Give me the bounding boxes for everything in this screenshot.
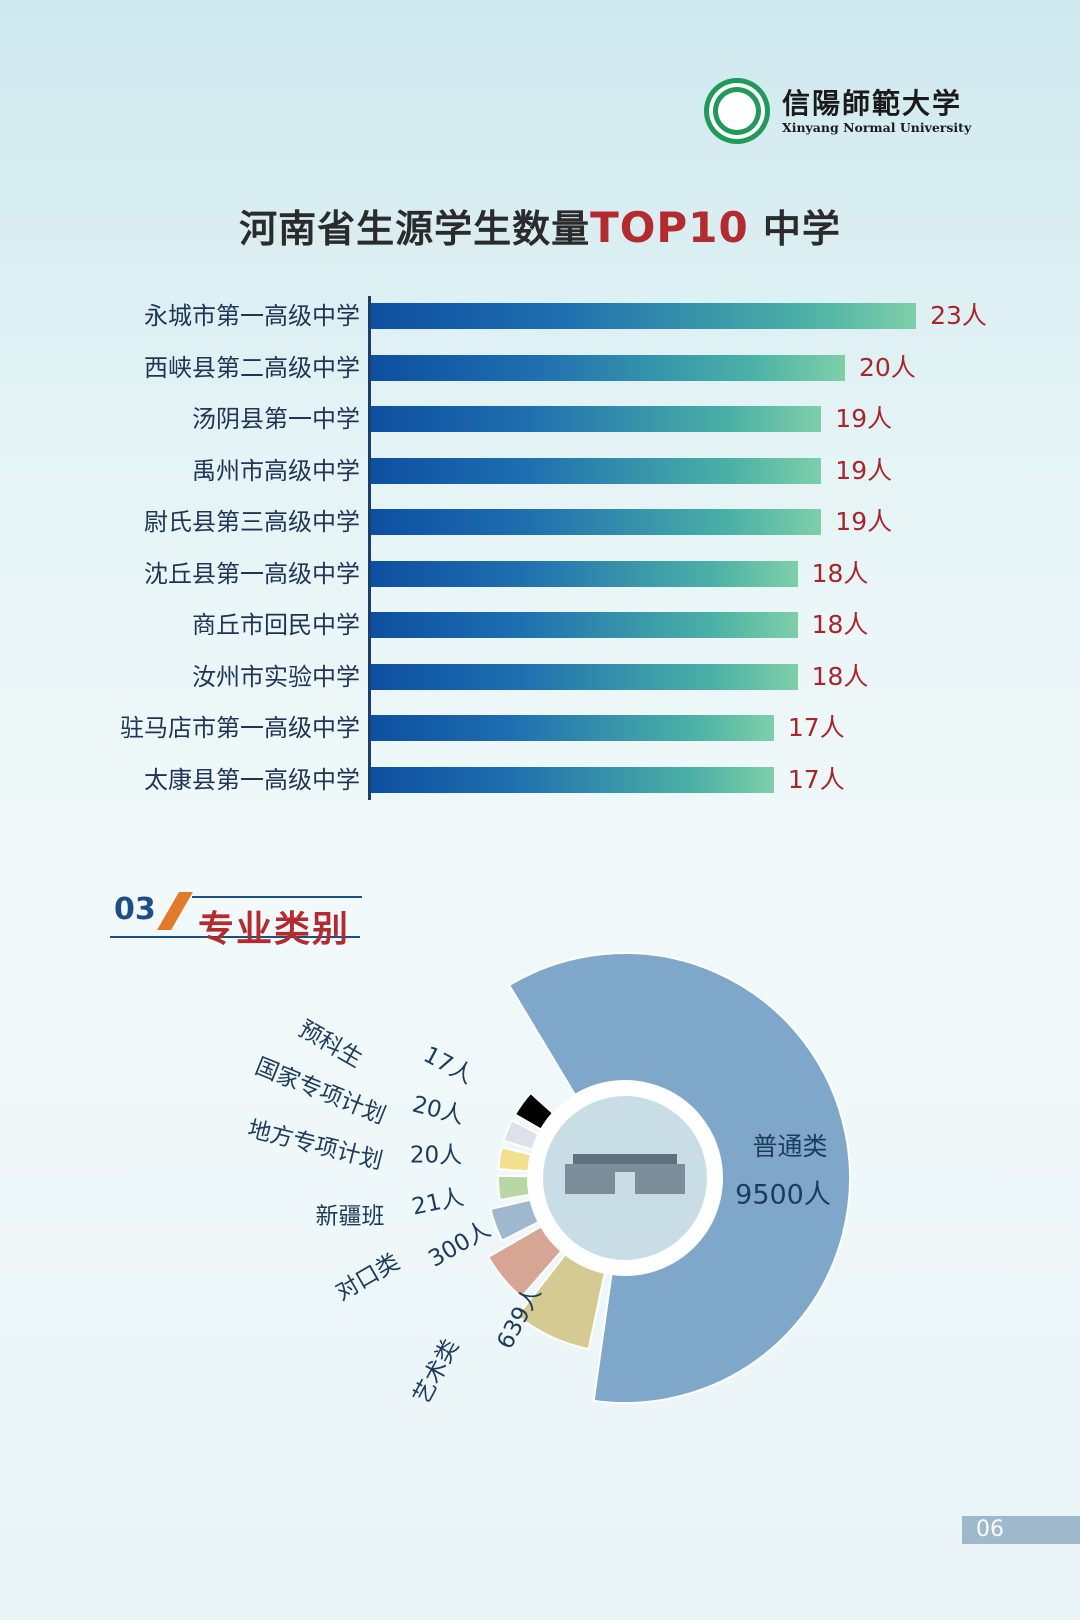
chart-title-highlight: TOP10 [590, 203, 749, 252]
bar-value-label: 20人 [859, 352, 916, 382]
bar-chart: 永城市第一高级中学 23人 西峡县第二高级中学 20人 汤阴县第一中学 19人 禹州市高级中… [120, 296, 987, 800]
chart-title-prefix: 河南省生源学生数量 [239, 207, 591, 251]
gate-roof [573, 1154, 677, 1164]
section-header: 03 专业类别 [110, 888, 370, 950]
gate-door [615, 1172, 635, 1194]
bar-label: 驻马店市第一高级中学 [120, 714, 360, 742]
university-emblem-icon [704, 78, 770, 144]
slice-category-label: 地方专项计划 [245, 1116, 385, 1175]
bar-value-label: 19人 [835, 404, 893, 433]
slice-value-label: 20人 [410, 1143, 462, 1169]
bar-label: 汝州市实验中学 [192, 662, 360, 691]
campus-gate-drawing [565, 1154, 685, 1194]
bar-value-label: 19人 [835, 455, 893, 485]
chart-title-suffix: 中学 [762, 207, 841, 251]
bar [371, 354, 845, 381]
bar [371, 303, 917, 329]
bar-label: 尉氏县第三高级中学 [144, 508, 360, 536]
slice-value-label: 17人 [419, 1042, 477, 1090]
slice-value-label: 300人 [424, 1217, 495, 1273]
section-number: 03 [114, 892, 156, 927]
bar-label: 永城市第一高级中学 [144, 302, 360, 330]
bar [371, 457, 822, 484]
bar [371, 560, 798, 587]
bar-value-label: 18人 [811, 558, 869, 588]
page-number-bar [962, 1516, 1080, 1544]
slice-category-label: 艺术类 [409, 1335, 464, 1408]
bar-value-label: 23人 [930, 301, 987, 330]
donut-slice [497, 1146, 533, 1173]
page-number: 06 [976, 1517, 1004, 1542]
bar-label: 沈丘县第一高级中学 [144, 559, 360, 588]
bar-value-label: 17人 [787, 764, 845, 794]
bar [371, 612, 798, 638]
bar [371, 406, 822, 432]
bar-label: 汤阴县第一中学 [192, 405, 360, 433]
bar-label: 商丘市回民中学 [192, 611, 360, 639]
slice-category-label: 预科生 [294, 1016, 367, 1073]
slice-category-label: 普通类 [752, 1132, 827, 1161]
bar-value-label: 17人 [787, 713, 845, 742]
bar-label: 禹州市高级中学 [192, 456, 360, 485]
bar [371, 766, 774, 793]
bar-value-label: 19人 [835, 507, 893, 536]
bar-value-label: 18人 [811, 661, 869, 691]
bar [371, 509, 822, 535]
slice-category-label: 新疆班 [316, 1204, 385, 1230]
chart-title: 河南省生源学生数量TOP10 中学 [0, 198, 1080, 253]
bar-chart-axis [368, 296, 371, 800]
section-underline [110, 936, 360, 938]
bar-label: 西峡县第二高级中学 [144, 353, 360, 382]
bar [371, 663, 798, 690]
bar-value-label: 18人 [811, 610, 869, 639]
slice-category-label: 对口类 [331, 1249, 404, 1306]
university-logo: 信陽師範大学 Xinyang Normal University [704, 78, 984, 148]
university-name-en: Xinyang Normal University [782, 120, 972, 135]
slice-value-label: 9500人 [735, 1180, 831, 1211]
bar [371, 715, 774, 741]
section-title: 专业类别 [198, 909, 351, 950]
slice-value-label: 21人 [410, 1184, 467, 1220]
slice-category-label: 国家专项计划 [251, 1054, 389, 1130]
bar-label: 太康县第一高级中学 [144, 765, 360, 794]
section-overline [192, 896, 362, 898]
donut-slice [497, 1174, 531, 1202]
university-name-cn: 信陽師範大学 [782, 87, 963, 120]
slice-value-label: 20人 [410, 1092, 467, 1130]
